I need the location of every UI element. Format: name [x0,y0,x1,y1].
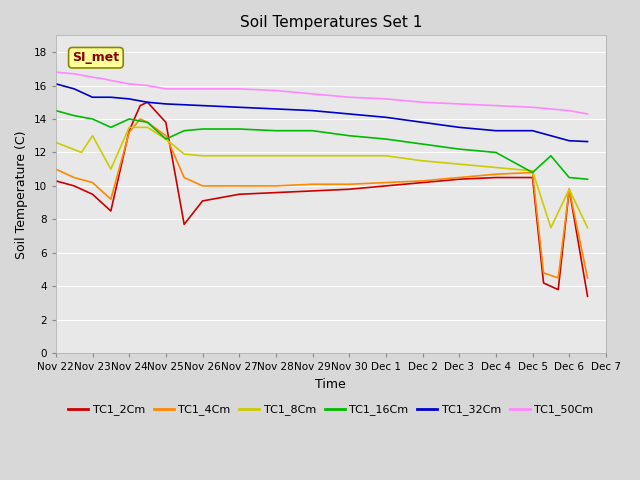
X-axis label: Time: Time [316,378,346,391]
Text: SI_met: SI_met [72,51,120,64]
Title: Soil Temperatures Set 1: Soil Temperatures Set 1 [239,15,422,30]
Y-axis label: Soil Temperature (C): Soil Temperature (C) [15,130,28,259]
Legend: TC1_2Cm, TC1_4Cm, TC1_8Cm, TC1_16Cm, TC1_32Cm, TC1_50Cm: TC1_2Cm, TC1_4Cm, TC1_8Cm, TC1_16Cm, TC1… [64,400,598,420]
